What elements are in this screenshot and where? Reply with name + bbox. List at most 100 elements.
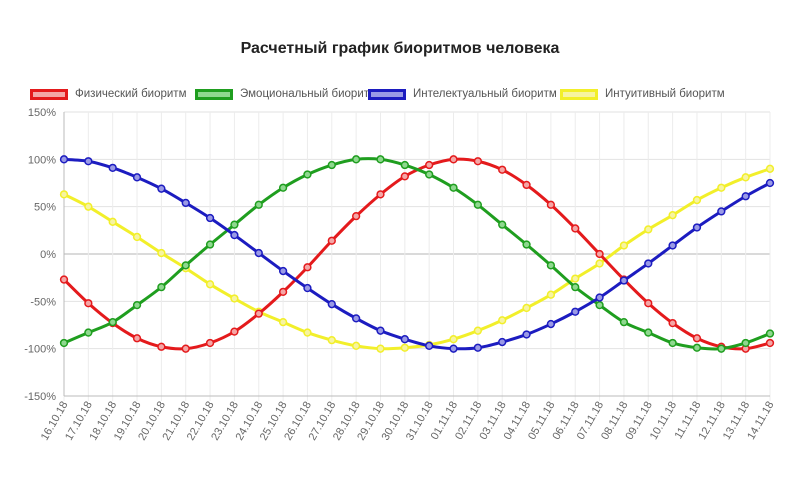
data-point	[181, 261, 190, 270]
data-point	[400, 160, 409, 170]
data-point	[741, 338, 750, 348]
data-point	[571, 274, 580, 283]
data-point	[376, 190, 385, 199]
data-point	[303, 263, 312, 272]
data-point	[449, 344, 458, 353]
data-point	[181, 344, 190, 353]
data-point	[717, 344, 726, 353]
data-point	[327, 160, 336, 170]
legend-item[interactable]: Интелектуальный биоритм	[368, 88, 557, 100]
legend-item[interactable]: Интуитивный биоритм	[560, 88, 725, 100]
data-point	[765, 338, 775, 348]
data-point	[59, 190, 69, 199]
data-point	[425, 160, 434, 170]
y-tick-label: 150%	[28, 107, 56, 119]
data-point	[522, 303, 531, 313]
data-point	[400, 335, 409, 344]
legend-label: Интелектуальный биоритм	[413, 88, 557, 100]
data-point	[668, 318, 677, 328]
legend-label: Интуитивный биоритм	[605, 88, 725, 100]
legend-swatch	[368, 88, 406, 100]
data-point	[108, 163, 117, 173]
data-point	[546, 319, 556, 329]
data-point	[571, 307, 580, 316]
data-point	[132, 300, 142, 310]
data-point	[668, 338, 677, 348]
data-point	[644, 259, 653, 268]
data-point	[571, 282, 580, 292]
data-point	[108, 217, 117, 226]
data-point	[59, 155, 69, 164]
data-point	[157, 184, 166, 193]
data-point	[278, 318, 288, 327]
data-point	[376, 326, 385, 335]
data-point	[327, 335, 336, 345]
data-point	[473, 200, 483, 209]
data-point	[546, 290, 556, 299]
y-tick-label: 100%	[28, 154, 56, 166]
data-point	[351, 341, 361, 350]
data-point	[765, 164, 775, 173]
data-point	[546, 261, 556, 270]
data-point	[230, 294, 239, 303]
data-point	[765, 329, 775, 338]
y-tick-label: -50%	[30, 296, 56, 308]
data-point	[498, 220, 507, 229]
data-point	[668, 211, 677, 220]
legend-swatch	[30, 88, 68, 100]
data-point	[400, 343, 409, 352]
data-point	[108, 318, 117, 327]
data-point	[157, 248, 166, 258]
data-point	[254, 309, 263, 318]
data-point	[230, 220, 239, 229]
data-point	[254, 200, 263, 209]
data-point	[84, 299, 93, 308]
data-point	[157, 342, 166, 351]
data-point	[595, 300, 604, 310]
data-point	[522, 240, 531, 249]
data-point	[692, 334, 702, 343]
data-point	[132, 173, 142, 182]
data-point	[595, 249, 604, 259]
data-point	[278, 183, 288, 192]
data-point	[84, 157, 93, 166]
data-point	[717, 207, 726, 216]
data-point	[595, 259, 604, 268]
data-point	[132, 334, 142, 343]
data-point	[278, 287, 288, 297]
data-point	[59, 338, 69, 348]
data-point	[376, 155, 385, 164]
data-point	[498, 165, 507, 174]
data-point	[205, 240, 215, 249]
data-point	[644, 225, 653, 234]
legend-label: Физический биоритм	[75, 88, 187, 100]
data-point	[741, 173, 750, 182]
data-point	[400, 172, 409, 181]
data-point	[303, 283, 312, 293]
data-point	[351, 211, 361, 221]
data-point	[278, 266, 288, 276]
data-point	[157, 282, 166, 292]
data-point	[351, 314, 361, 323]
data-point	[668, 241, 677, 250]
data-point	[84, 328, 93, 337]
data-point	[741, 192, 750, 201]
data-point	[425, 170, 434, 179]
data-point	[230, 230, 239, 240]
data-point	[205, 338, 215, 348]
y-tick-label: 50%	[34, 202, 56, 214]
data-point	[498, 337, 507, 347]
data-point	[644, 328, 653, 337]
legend-item[interactable]: Эмоциональный биоритм	[195, 88, 377, 100]
legend-swatch	[195, 88, 233, 100]
data-point	[59, 275, 69, 284]
data-point	[132, 232, 142, 242]
data-point	[619, 318, 629, 327]
data-point	[692, 195, 702, 205]
data-point	[303, 328, 312, 337]
data-point	[522, 180, 531, 190]
data-point	[473, 157, 483, 166]
legend-item[interactable]: Физический биоритм	[30, 88, 186, 100]
data-point	[595, 293, 604, 302]
